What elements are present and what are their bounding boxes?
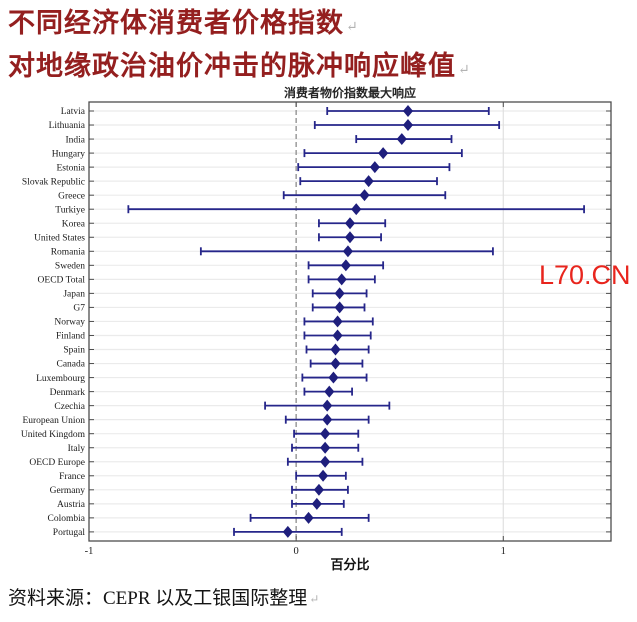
category-label: France bbox=[59, 472, 85, 482]
x-tick-label: -1 bbox=[85, 546, 94, 557]
diamond-marker bbox=[332, 329, 343, 342]
watermark: L70.CN bbox=[539, 260, 631, 290]
diamond-marker bbox=[328, 371, 339, 384]
category-label: Colombia bbox=[48, 514, 86, 524]
category-label: Italy bbox=[68, 444, 86, 454]
diamond-marker bbox=[342, 245, 353, 258]
diamond-marker bbox=[402, 119, 414, 132]
title-text-2: 对地缘政治油价冲击的脉冲响应峰值 bbox=[8, 51, 456, 81]
category-label: Germany bbox=[50, 486, 86, 496]
diamond-marker bbox=[344, 231, 356, 244]
category-label: OECD Total bbox=[38, 276, 86, 286]
x-axis-label: 百分比 bbox=[330, 557, 369, 572]
diamond-marker bbox=[402, 105, 414, 117]
category-label: United Kingdom bbox=[21, 430, 86, 440]
diamond-marker bbox=[336, 273, 347, 286]
return-mark-icon: ↵ bbox=[346, 20, 359, 35]
diamond-marker bbox=[313, 483, 324, 496]
diamond-marker bbox=[369, 161, 380, 174]
diamond-marker bbox=[344, 217, 356, 230]
diamond-marker bbox=[351, 203, 362, 216]
category-label: Latvia bbox=[61, 107, 86, 117]
diamond-marker bbox=[311, 497, 322, 510]
diamond-marker bbox=[363, 175, 374, 188]
category-label: Canada bbox=[57, 360, 86, 370]
category-label: Denmark bbox=[50, 388, 86, 398]
source-note: 资料来源：CEPR 以及工银国际整理 ↵ bbox=[8, 583, 319, 610]
category-label: Greece bbox=[58, 191, 85, 201]
category-label: Luxembourg bbox=[36, 374, 85, 384]
category-label: Sweden bbox=[55, 262, 85, 272]
category-label: India bbox=[65, 135, 85, 145]
title-text-1: 不同经济体消费者价格指数 bbox=[8, 8, 344, 38]
diamond-marker bbox=[318, 469, 329, 482]
category-label: G7 bbox=[73, 304, 85, 314]
report-title-line-1: 不同经济体消费者价格指数 ↵ bbox=[8, 4, 471, 47]
report-title-block: 不同经济体消费者价格指数 ↵ 对地缘政治油价冲击的脉冲响应峰值 ↵ bbox=[8, 4, 471, 90]
source-text: 资料来源：CEPR 以及工银国际整理 bbox=[8, 588, 308, 609]
report-title-line-2: 对地缘政治油价冲击的脉冲响应峰值 ↵ bbox=[8, 47, 471, 90]
category-label: Romania bbox=[51, 248, 86, 258]
diamond-marker bbox=[332, 315, 343, 328]
diamond-marker bbox=[322, 399, 333, 412]
category-label: Norway bbox=[54, 318, 85, 328]
diamond-marker bbox=[340, 259, 351, 272]
diamond-marker bbox=[320, 455, 331, 468]
diamond-marker bbox=[330, 357, 341, 370]
diamond-marker bbox=[378, 147, 389, 160]
diamond-marker bbox=[334, 287, 345, 300]
category-label: Korea bbox=[62, 219, 86, 229]
category-label: Czechia bbox=[54, 402, 85, 412]
category-label: Finland bbox=[56, 332, 85, 342]
x-tick-label: 0 bbox=[294, 546, 299, 557]
category-label: European Union bbox=[22, 416, 85, 426]
category-label: Estonia bbox=[57, 163, 86, 173]
diamond-marker bbox=[396, 133, 407, 146]
category-label: Austria bbox=[57, 500, 86, 510]
return-mark-icon: ↵ bbox=[309, 592, 320, 606]
diamond-marker bbox=[334, 301, 345, 314]
diamond-marker bbox=[359, 189, 370, 202]
x-tick-label: 1 bbox=[501, 546, 506, 557]
category-label: Portugal bbox=[53, 528, 86, 538]
category-label: Spain bbox=[63, 346, 85, 356]
cpi-impulse-response-chart: 消费者物价指数最大响应 Latvia Lithuania India Hungary Es… bbox=[21, 85, 612, 572]
chart-title: 消费者物价指数最大响应 bbox=[284, 85, 416, 100]
category-label: United States bbox=[34, 233, 85, 243]
category-label: OECD Europe bbox=[29, 458, 85, 468]
diamond-marker bbox=[320, 441, 331, 454]
diamond-marker bbox=[303, 511, 314, 524]
diamond-marker bbox=[330, 343, 341, 356]
diamond-marker bbox=[282, 525, 293, 538]
return-mark-icon: ↵ bbox=[458, 63, 471, 78]
category-label: Japan bbox=[63, 290, 85, 300]
category-label: Lithuania bbox=[49, 121, 86, 131]
category-label: Hungary bbox=[52, 149, 85, 159]
diamond-marker bbox=[324, 385, 335, 398]
diamond-marker bbox=[320, 427, 331, 440]
category-label: Turkiye bbox=[55, 205, 85, 215]
diamond-marker bbox=[322, 413, 333, 426]
category-label: Slovak Republic bbox=[22, 177, 85, 187]
